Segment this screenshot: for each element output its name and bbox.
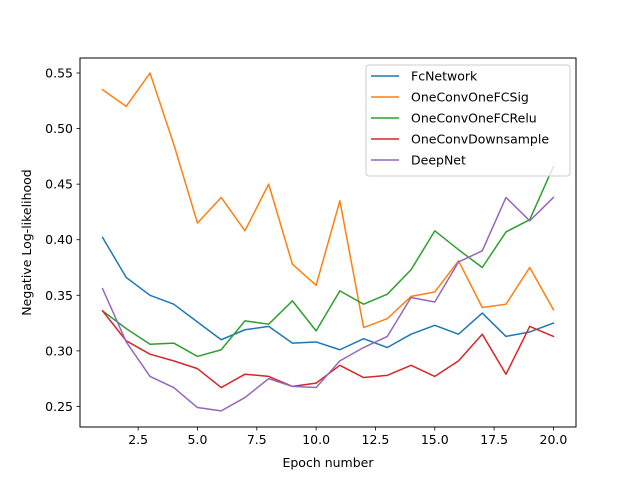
legend-label-0: FcNetwork [411, 69, 478, 84]
legend-label-3: OneConvDownsample [411, 132, 549, 147]
x-tick-label: 7.5 [247, 432, 267, 447]
x-axis-label: Epoch number [282, 455, 374, 470]
y-tick-label: 0.30 [45, 343, 73, 358]
series-line-0 [101, 236, 555, 351]
y-tick-label: 0.35 [45, 288, 73, 303]
x-axis: 2.5 5.0 7.5 10.0 12.5 15.0 17.5 20.0 [128, 427, 567, 447]
y-tick-label: 0.25 [45, 399, 73, 414]
x-tick-label: 5.0 [188, 432, 208, 447]
x-tick-label: 17.5 [480, 432, 508, 447]
legend-label-1: OneConvOneFCSig [411, 90, 529, 105]
y-tick-label: 0.40 [45, 232, 73, 247]
plot-frame [79, 57, 577, 428]
series-line-2 [101, 165, 555, 358]
x-tick-label: 15.0 [421, 432, 449, 447]
legend-label-4: DeepNet [411, 153, 466, 168]
y-axis-label: Negative Log-likelihood [19, 169, 34, 315]
plot-lines [101, 72, 555, 412]
x-tick-label: 10.0 [302, 432, 330, 447]
legend-box [365, 64, 571, 177]
y-tick-label: 0.45 [45, 177, 73, 192]
x-tick-label: 12.5 [362, 432, 390, 447]
legend-label-2: OneConvOneFCRelu [411, 111, 537, 126]
x-tick-label: 2.5 [128, 432, 148, 447]
series-line-3 [101, 309, 555, 389]
y-tick-label: 0.55 [45, 66, 73, 81]
x-tick-label: 20.0 [540, 432, 568, 447]
y-axis: 0.25 0.30 0.35 0.40 0.45 0.50 0.55 [45, 66, 80, 414]
series-line-1 [101, 72, 555, 329]
series-line-4 [101, 196, 555, 412]
legend: FcNetwork OneConvOneFCSig OneConvOneFCRelu… [365, 64, 571, 177]
y-tick-label: 0.50 [45, 121, 73, 136]
